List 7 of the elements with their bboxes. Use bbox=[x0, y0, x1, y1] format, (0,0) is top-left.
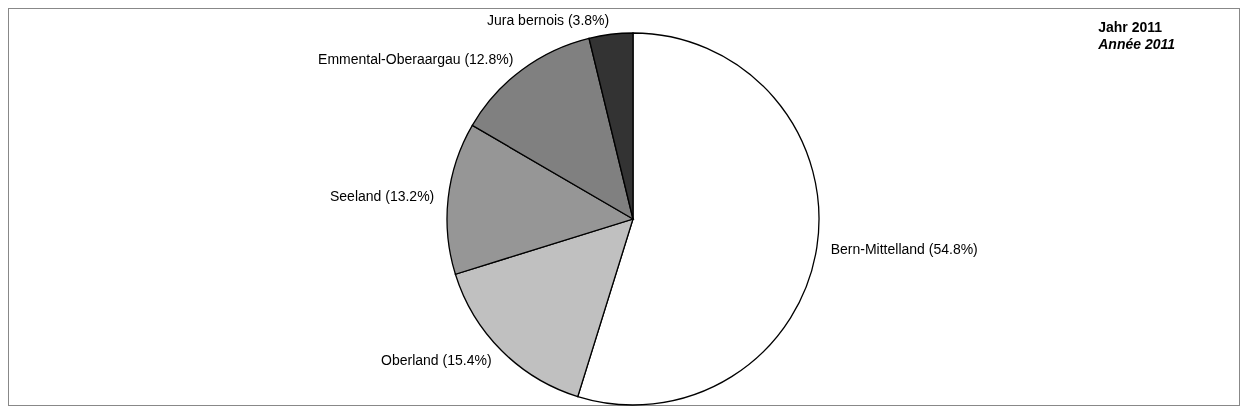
text: Année 2011 bbox=[1098, 36, 1175, 53]
slice-label: Jura bernois (3.8%) bbox=[487, 12, 610, 29]
slice-label: Seeland (13.2%) bbox=[329, 188, 435, 205]
slice-label: Oberland (15.4%) bbox=[381, 352, 492, 369]
text: Jahr 2011 bbox=[1098, 19, 1164, 36]
slice-label: Emmental-Oberaargau (12.8%) bbox=[318, 50, 514, 67]
slice-label: Bern-Mittelland (54.8%) bbox=[830, 241, 978, 258]
